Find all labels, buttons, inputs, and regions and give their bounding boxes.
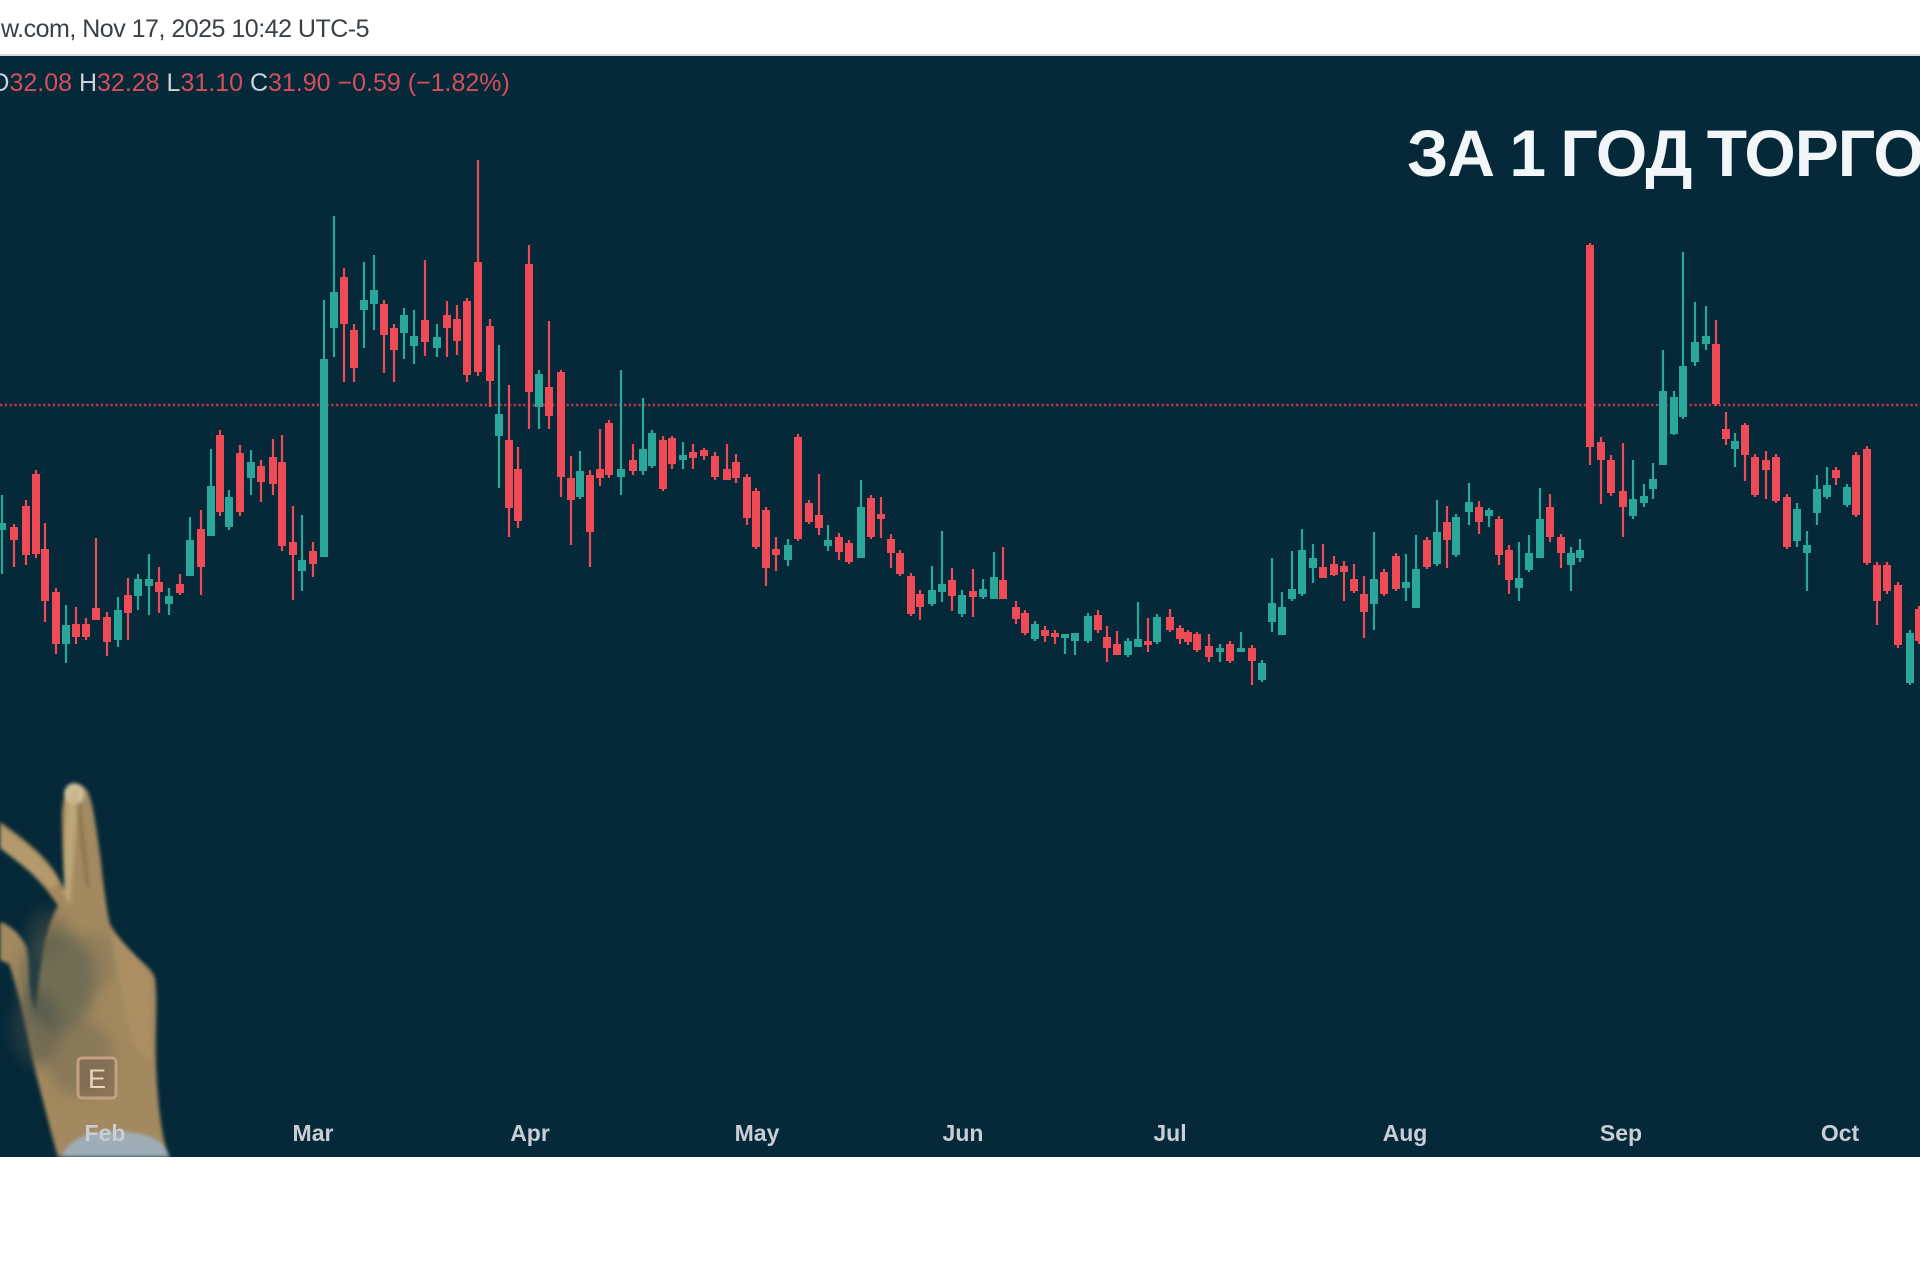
svg-text:E: E (88, 1064, 106, 1094)
